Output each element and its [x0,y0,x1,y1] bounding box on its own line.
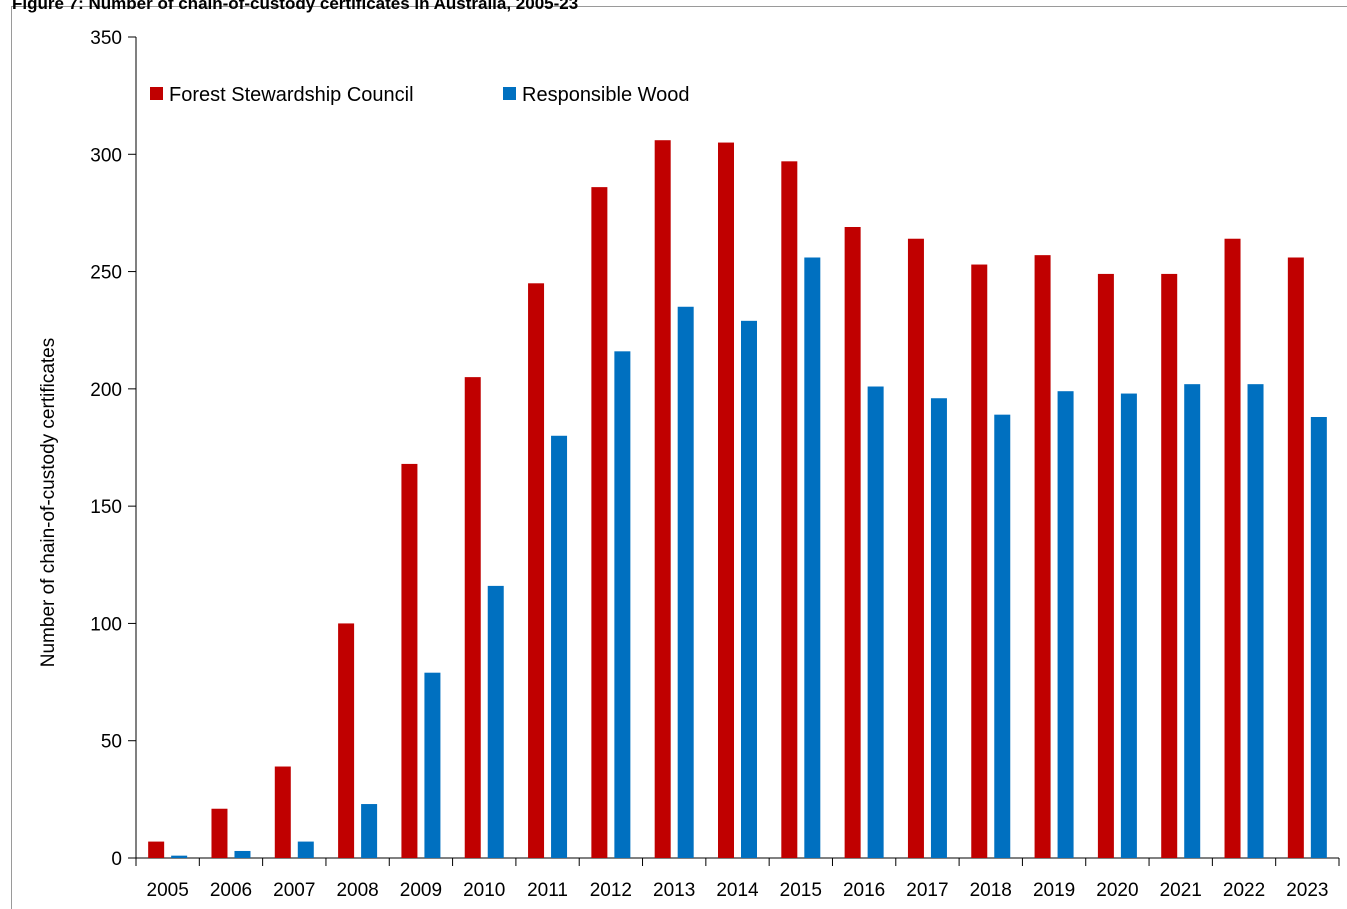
x-tick-label: 2017 [906,880,948,901]
x-tick-label: 2010 [463,880,505,901]
bar-responsible-wood [1057,391,1074,858]
bar-forest-stewardship-council [1224,238,1241,858]
y-tick-label: 350 [90,28,122,49]
bar-responsible-wood [867,386,884,858]
y-tick-label: 100 [90,614,122,635]
y-tick-label: 250 [90,263,122,284]
x-axis: 2005 2006 2007 2008 2009 2010 2011 2012 2013 2014… [135,857,1340,901]
legend-swatch [150,87,163,100]
x-tick-label: 2016 [843,880,885,901]
bars [148,140,1327,859]
y-tick-label: 300 [90,145,122,166]
y-tick-label: 50 [101,732,122,753]
bar-forest-stewardship-council [528,283,545,858]
bar-forest-stewardship-council [591,187,608,858]
y-tick-label: 200 [90,380,122,401]
bar-forest-stewardship-council [654,140,671,858]
bar-responsible-wood [1184,384,1201,858]
bar-forest-stewardship-council [338,623,355,858]
bar-responsible-wood [487,585,504,858]
bar-responsible-wood [297,841,314,858]
x-tick-label: 2008 [336,880,378,901]
bar-forest-stewardship-council [1161,273,1178,859]
bar-responsible-wood [361,804,378,858]
figure-title: Figure 7: Number of chain-of-custody cer… [12,0,579,13]
legend-label: Forest Stewardship Council [169,84,414,106]
x-tick-label: 2009 [400,880,442,901]
x-tick-label: 2015 [780,880,822,901]
bar-responsible-wood [804,257,821,858]
x-tick-label: 2012 [590,880,632,901]
bar-responsible-wood [994,414,1011,858]
bar-forest-stewardship-council [274,766,291,858]
bar-responsible-wood [171,855,188,858]
bar-forest-stewardship-council [401,463,418,858]
bar-forest-stewardship-council [464,377,481,858]
bar-responsible-wood [551,435,568,858]
bar-forest-stewardship-council [1034,255,1051,858]
legend: Forest Stewardship Council Responsible Wo… [150,84,690,106]
x-tick-label: 2022 [1223,880,1265,901]
y-axis: 0 50 100 150 200 250 300 350 [90,28,137,870]
bar-forest-stewardship-council [148,841,165,858]
bar-responsible-wood [930,398,947,858]
bar-forest-stewardship-council [971,264,988,858]
x-tick-label: 2006 [210,880,252,901]
bar-responsible-wood [1120,393,1137,858]
y-axis-title: Number of chain-of-custody certificates [38,338,59,667]
x-tick-label: 2014 [716,880,759,901]
bar-forest-stewardship-council [781,161,798,858]
bar-forest-stewardship-council [211,808,228,858]
chart-frame: Figure 7: Number of chain-of-custody cer… [11,0,1347,909]
x-tick-label: 2005 [147,880,189,901]
y-tick-label: 0 [111,849,122,870]
bar-responsible-wood [677,306,694,858]
x-tick-label: 2013 [653,880,695,901]
x-tick-label: 2007 [273,880,315,901]
bar-forest-stewardship-council [907,238,924,858]
bar-responsible-wood [1247,384,1264,858]
x-tick-label: 2021 [1160,880,1202,901]
bar-forest-stewardship-council [1287,257,1304,858]
x-tick-label: 2019 [1033,880,1075,901]
x-tick-label: 2018 [970,880,1012,901]
y-tick-label: 150 [90,497,122,518]
bar-responsible-wood [1310,417,1327,858]
bar-responsible-wood [741,320,757,858]
x-tick-label: 2023 [1286,880,1328,901]
legend-swatch [503,87,516,100]
x-tick-label: 2020 [1096,880,1138,901]
x-tick-label: 2011 [527,880,568,901]
bar-forest-stewardship-council [1097,273,1114,859]
bar-responsible-wood [614,351,631,858]
legend-label: Responsible Wood [522,84,690,106]
bar-responsible-wood [424,672,441,858]
bar-forest-stewardship-council [718,142,734,859]
bar-responsible-wood [234,850,251,858]
bar-forest-stewardship-council [844,227,861,858]
